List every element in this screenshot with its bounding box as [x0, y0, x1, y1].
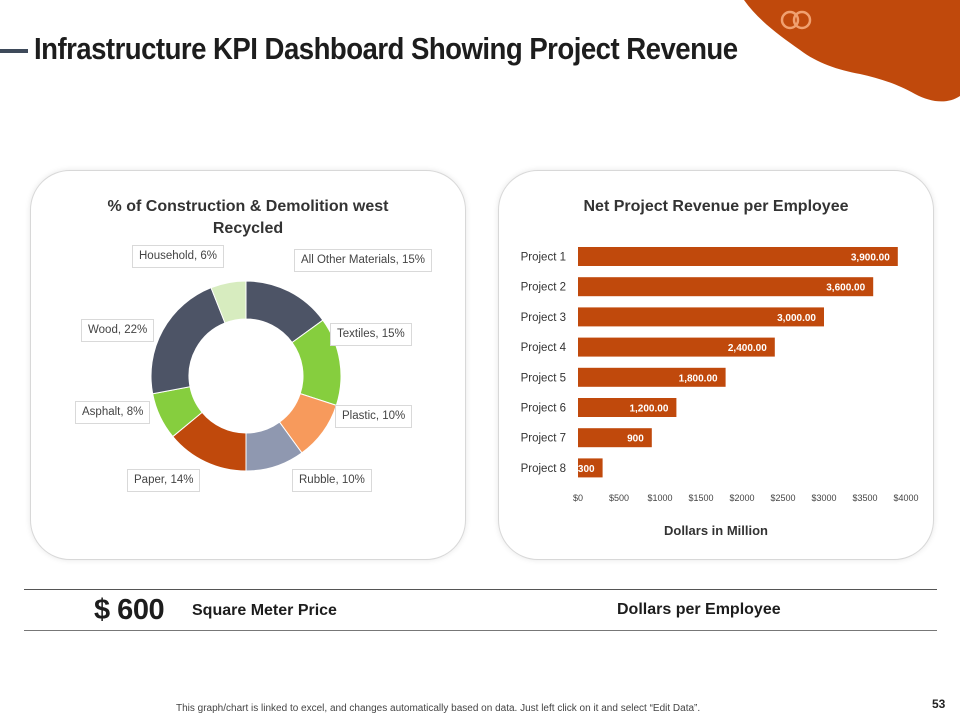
bar-chart-title: Net Project Revenue per Employee	[583, 198, 849, 215]
x-tick-label: $500	[609, 493, 629, 503]
x-tick-label: $1500	[688, 493, 713, 503]
data-label-all-other-materials: All Other Materials, 15%	[294, 249, 432, 272]
data-label-project-6: 1,200.00	[629, 404, 668, 415]
data-label-wood: Wood, 22%	[81, 319, 155, 342]
data-label-household: Household, 6%	[132, 245, 224, 268]
recycling-donut-panel: % of Construction & Demolition west Recy…	[30, 170, 466, 560]
donut-slice-household	[210, 280, 247, 324]
data-label-project-2: 3,600.00	[826, 283, 865, 294]
bar-project-4	[578, 337, 775, 357]
x-tick-label: $2500	[770, 493, 795, 503]
summary-bottom-rule	[24, 630, 937, 631]
summary-top-rule	[24, 589, 937, 590]
bar-chart-x-axis-label: Dollars in Million	[663, 523, 768, 538]
data-label-textiles: Textiles, 15%	[330, 323, 412, 346]
x-tick-label: $4000	[893, 493, 918, 503]
bar-project-8	[578, 458, 603, 478]
category-label-project-4: Project 4	[521, 342, 567, 354]
x-tick-label: $2000	[729, 493, 754, 503]
data-label-project-4: 2,400.00	[728, 343, 767, 354]
data-label-project-5: 1,800.00	[679, 373, 718, 384]
category-label-project-1: Project 1	[521, 252, 566, 264]
bar-chart: Project 1 3,900.00 Project 2 3,600.00 Projec…	[521, 247, 919, 503]
category-label-project-7: Project 7	[521, 433, 566, 445]
x-tick-label: $3500	[852, 493, 877, 503]
category-label-project-3: Project 3	[521, 312, 566, 324]
bar-project-2	[578, 277, 874, 297]
data-label-project-3: 3,000.00	[777, 313, 816, 324]
bar-project-3	[578, 307, 824, 327]
page-number: 53	[932, 697, 946, 711]
donut-chart-title: % of Construction & Demolition west Recy…	[107, 198, 389, 237]
data-label-project-8: 300	[578, 464, 595, 475]
data-label-plastic: Plastic, 10%	[335, 405, 413, 428]
donut-chart	[150, 280, 342, 472]
x-tick-label: $3000	[811, 493, 836, 503]
page-title: Infrastructure KPI Dashboard Showing Pro…	[34, 31, 738, 66]
dollars-per-employee-label: Dollars per Employee	[617, 601, 781, 618]
rings-icon	[780, 10, 812, 30]
bar-project-7	[578, 428, 652, 448]
category-label-project-2: Project 2	[521, 282, 566, 294]
data-label-rubble: Rubble, 10%	[292, 469, 372, 492]
square-meter-price-label: Square Meter Price	[192, 602, 337, 619]
x-tick-label: $0	[573, 493, 583, 503]
bar-project-5	[578, 367, 726, 387]
data-label-paper: Paper, 14%	[127, 469, 201, 492]
category-label-project-8: Project 8	[521, 463, 566, 475]
category-label-project-5: Project 5	[521, 372, 566, 384]
bar-project-1	[578, 247, 898, 266]
title-accent-bar	[0, 49, 28, 53]
footer-note: This graph/chart is linked to excel, and…	[176, 703, 701, 714]
data-label-project-7: 900	[627, 434, 644, 445]
data-label-asphalt: Asphalt, 8%	[75, 401, 151, 424]
revenue-bar-panel: Net Project Revenue per Employee Project…	[498, 170, 934, 560]
category-label-project-6: Project 6	[521, 403, 566, 415]
square-meter-price-value: $ 600	[94, 594, 165, 626]
donut-slice-wood	[150, 287, 226, 395]
bar-project-6	[578, 398, 677, 417]
x-tick-label: $1000	[647, 493, 672, 503]
data-label-project-1: 3,900.00	[851, 253, 890, 264]
